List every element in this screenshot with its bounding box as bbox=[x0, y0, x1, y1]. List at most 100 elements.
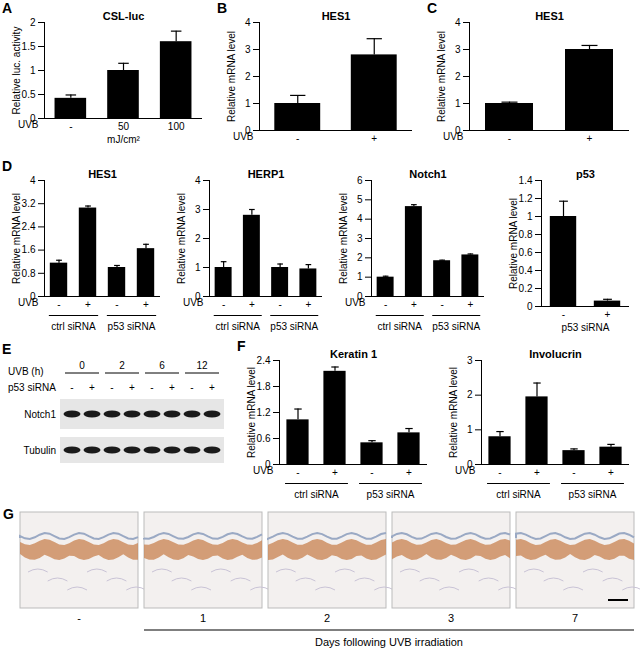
svg-text:ctrl siRNA: ctrl siRNA bbox=[378, 321, 423, 332]
svg-text:p53 siRNA: p53 siRNA bbox=[367, 489, 415, 500]
svg-text:-: - bbox=[296, 133, 299, 144]
svg-text:3: 3 bbox=[467, 355, 473, 366]
svg-text:ctrl siRNA: ctrl siRNA bbox=[496, 489, 541, 500]
svg-text:1.4: 1.4 bbox=[519, 175, 533, 186]
svg-text:+: + bbox=[371, 133, 377, 144]
svg-text:p53 siRNA: p53 siRNA bbox=[270, 321, 318, 332]
svg-text:+: + bbox=[89, 382, 95, 393]
svg-text:-: - bbox=[384, 299, 387, 310]
svg-text:UVB: UVB bbox=[455, 465, 476, 476]
svg-text:p53: p53 bbox=[576, 168, 595, 180]
svg-text:2: 2 bbox=[30, 17, 36, 28]
svg-text:-: - bbox=[190, 382, 193, 393]
svg-text:Involucrin: Involucrin bbox=[529, 348, 582, 360]
svg-text:Relative mRNA level: Relative mRNA level bbox=[436, 31, 447, 122]
svg-text:3: 3 bbox=[455, 44, 461, 55]
svg-text:1: 1 bbox=[245, 98, 251, 109]
svg-text:-: - bbox=[508, 133, 511, 144]
svg-text:HES1: HES1 bbox=[322, 10, 351, 22]
svg-text:+: + bbox=[605, 309, 611, 320]
svg-text:6: 6 bbox=[357, 175, 363, 186]
svg-text:+: + bbox=[411, 299, 417, 310]
svg-text:2: 2 bbox=[467, 389, 473, 400]
svg-text:2: 2 bbox=[324, 612, 330, 624]
svg-text:+: + bbox=[587, 133, 593, 144]
svg-text:1.5: 1.5 bbox=[22, 41, 36, 52]
svg-text:1: 1 bbox=[467, 424, 473, 435]
svg-text:0.8: 0.8 bbox=[519, 229, 533, 240]
svg-text:p53 siRNA: p53 siRNA bbox=[569, 489, 617, 500]
svg-text:-: - bbox=[57, 299, 60, 310]
svg-text:-: - bbox=[572, 467, 575, 478]
svg-text:+: + bbox=[169, 382, 175, 393]
svg-text:2: 2 bbox=[245, 71, 251, 82]
svg-text:4: 4 bbox=[455, 17, 461, 28]
svg-text:-: - bbox=[150, 382, 153, 393]
svg-text:6: 6 bbox=[159, 360, 165, 371]
svg-text:+: + bbox=[305, 299, 311, 310]
svg-text:-: - bbox=[562, 309, 565, 320]
svg-text:2.4: 2.4 bbox=[257, 355, 271, 366]
svg-text:Days following UVB irradiation: Days following UVB irradiation bbox=[315, 636, 463, 648]
svg-text:UVB: UVB bbox=[253, 465, 274, 476]
svg-text:1: 1 bbox=[357, 271, 363, 282]
svg-text:Relative mRNA level: Relative mRNA level bbox=[246, 367, 257, 458]
svg-text:+: + bbox=[209, 382, 215, 393]
svg-text:CSL-luc: CSL-luc bbox=[103, 10, 145, 22]
svg-text:1: 1 bbox=[527, 211, 533, 222]
svg-text:Relative mRNA level: Relative mRNA level bbox=[11, 193, 22, 284]
svg-text:0.6: 0.6 bbox=[257, 433, 271, 444]
svg-text:Notch1: Notch1 bbox=[24, 409, 56, 420]
svg-text:0.2: 0.2 bbox=[519, 283, 533, 294]
svg-text:HES1: HES1 bbox=[88, 168, 117, 180]
svg-text:2: 2 bbox=[357, 252, 363, 263]
svg-text:UVB: UVB bbox=[18, 119, 39, 130]
svg-text:+: + bbox=[85, 299, 91, 310]
svg-text:Relative mRNA level: Relative mRNA level bbox=[448, 367, 459, 458]
svg-text:4: 4 bbox=[245, 17, 251, 28]
svg-text:0.5: 0.5 bbox=[22, 89, 36, 100]
svg-text:50: 50 bbox=[118, 121, 130, 132]
svg-text:+: + bbox=[129, 382, 135, 393]
svg-text:2.4: 2.4 bbox=[22, 221, 36, 232]
svg-text:0: 0 bbox=[527, 301, 533, 312]
svg-text:+: + bbox=[249, 299, 255, 310]
svg-text:4: 4 bbox=[195, 175, 201, 186]
svg-text:3.2: 3.2 bbox=[22, 198, 36, 209]
svg-text:4: 4 bbox=[357, 213, 363, 224]
svg-text:-: - bbox=[370, 467, 373, 478]
svg-text:100: 100 bbox=[168, 121, 185, 132]
svg-text:7: 7 bbox=[572, 612, 578, 624]
svg-text:2: 2 bbox=[195, 233, 201, 244]
svg-text:-: - bbox=[70, 382, 73, 393]
svg-text:HES1: HES1 bbox=[535, 10, 564, 22]
svg-text:Relative mRNA level: Relative mRNA level bbox=[176, 193, 187, 284]
svg-text:0.8: 0.8 bbox=[22, 268, 36, 279]
svg-text:p53 siRNA: p53 siRNA bbox=[108, 321, 156, 332]
svg-text:2: 2 bbox=[455, 71, 461, 82]
svg-text:1.2: 1.2 bbox=[519, 193, 533, 204]
svg-text:p53 siRNA: p53 siRNA bbox=[562, 322, 610, 333]
svg-text:ctrl siRNA: ctrl siRNA bbox=[216, 321, 261, 332]
svg-text:4: 4 bbox=[30, 175, 36, 186]
svg-text:Keratin 1: Keratin 1 bbox=[330, 348, 377, 360]
svg-text:UVB: UVB bbox=[233, 131, 254, 142]
svg-text:p53 siRNA: p53 siRNA bbox=[8, 382, 56, 393]
svg-text:-: - bbox=[296, 467, 299, 478]
svg-text:UVB: UVB bbox=[345, 297, 366, 308]
svg-text:3: 3 bbox=[448, 612, 454, 624]
svg-text:1: 1 bbox=[195, 262, 201, 273]
svg-text:1.8: 1.8 bbox=[257, 381, 271, 392]
svg-text:UVB: UVB bbox=[443, 131, 464, 142]
svg-text:+: + bbox=[534, 467, 540, 478]
svg-text:Relative mRNA level: Relative mRNA level bbox=[508, 198, 519, 289]
svg-text:UVB: UVB bbox=[183, 297, 204, 308]
svg-text:+: + bbox=[143, 299, 149, 310]
svg-text:HERP1: HERP1 bbox=[248, 168, 285, 180]
svg-text:3: 3 bbox=[245, 44, 251, 55]
svg-text:-: - bbox=[115, 299, 118, 310]
svg-text:-: - bbox=[278, 299, 281, 310]
svg-text:Tubulin: Tubulin bbox=[24, 445, 56, 456]
svg-text:3: 3 bbox=[357, 233, 363, 244]
svg-text:1: 1 bbox=[30, 65, 36, 76]
